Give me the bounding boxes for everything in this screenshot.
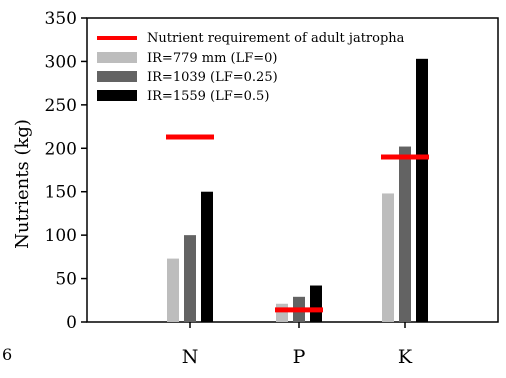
y-tick-label: 200: [45, 139, 77, 159]
bar-N-series-1: [167, 258, 179, 322]
legend-label-requirement: Nutrient requirement of adult jatropha: [147, 31, 405, 46]
bar-P-series-1: [276, 303, 288, 322]
bar-N-series-2: [184, 235, 196, 322]
bar-K-series-3: [416, 58, 428, 323]
x-category-label-N: N: [182, 346, 199, 368]
y-tick-label: 0: [66, 313, 77, 333]
y-tick-label: 350: [45, 9, 77, 29]
x-category-label-K: K: [398, 346, 413, 368]
requirement-lines-group: [166, 134, 429, 313]
legend-swatch-series-2: [97, 71, 137, 82]
y-tick-label: 300: [45, 52, 77, 72]
legend-label-series-2: IR=1039 (LF=0.25): [147, 70, 278, 85]
legend-label-series-3: IR=1559 (LF=0.5): [147, 89, 269, 104]
bar-K-series-2: [399, 146, 411, 322]
legend-swatch-series-1: [97, 52, 137, 63]
y-axis-title: Nutrients (kg): [12, 119, 33, 249]
bar-P-series-3: [310, 285, 322, 322]
y-tick-label: 100: [45, 226, 77, 246]
y-axis-ticks: 0 50 100 150 200 250 300 350: [45, 9, 87, 333]
legend-label-series-1: IR=779 mm (LF=0): [147, 51, 278, 66]
y-tick-label: 250: [45, 96, 77, 116]
bar-series-group: [167, 58, 428, 323]
bar-N-series-3: [201, 191, 213, 322]
plot-frame: [86, 17, 499, 323]
y-tick-label: 50: [55, 270, 77, 290]
legend-swatch-series-3: [97, 90, 137, 101]
chart-axes: [86, 17, 499, 323]
bar-K-series-1: [382, 193, 394, 322]
y-tick-label: 150: [45, 183, 77, 203]
legend: Nutrient requirement of adult jatropha IR…: [97, 31, 405, 104]
x-category-label-P: P: [293, 346, 306, 368]
corner-label: 6: [2, 345, 12, 364]
